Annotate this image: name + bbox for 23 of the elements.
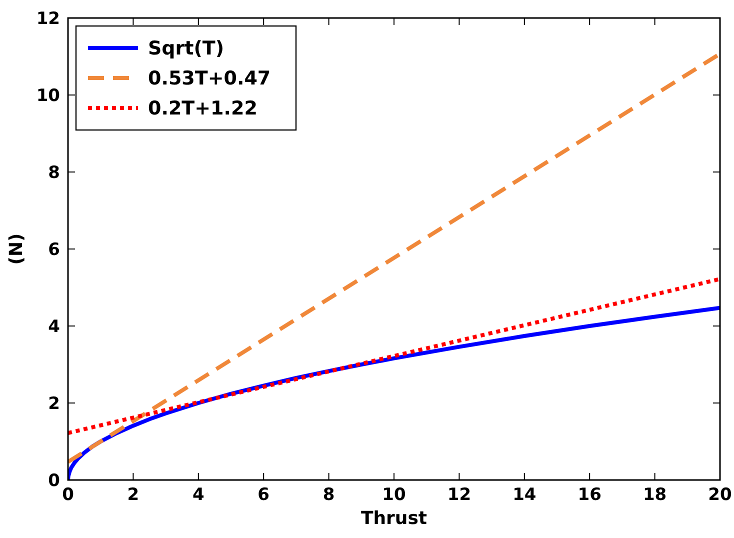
y-axis-title: (N)	[6, 233, 27, 265]
y-tick-label: 6	[48, 240, 60, 260]
x-tick-label: 14	[512, 485, 536, 505]
legend-label: 0.53T+0.47	[148, 68, 271, 90]
y-tick-label: 10	[36, 86, 60, 106]
x-tick-label: 2	[127, 485, 140, 505]
y-tick-label: 8	[48, 162, 60, 183]
x-tick-label: 12	[447, 485, 472, 505]
y-tick-label: 2	[48, 394, 60, 414]
y-tick-label: 4	[48, 316, 60, 337]
x-tick-label: 10	[382, 485, 406, 505]
x-tick-label: 4	[192, 485, 204, 505]
legend-label: Sqrt(T)	[148, 38, 224, 60]
x-tick-label: 8	[322, 485, 335, 505]
legend-label: 0.2T+1.22	[148, 98, 258, 120]
x-tick-label: 20	[708, 485, 732, 505]
x-tick-label: 16	[578, 485, 602, 505]
x-tick-label: 0	[62, 485, 74, 505]
y-tick-label: 0	[48, 470, 60, 491]
x-axis-title: Thrust	[360, 508, 428, 529]
y-tick-label: 12	[36, 8, 60, 29]
x-tick-label: 18	[642, 485, 667, 505]
x-tick-label: 6	[258, 485, 270, 505]
